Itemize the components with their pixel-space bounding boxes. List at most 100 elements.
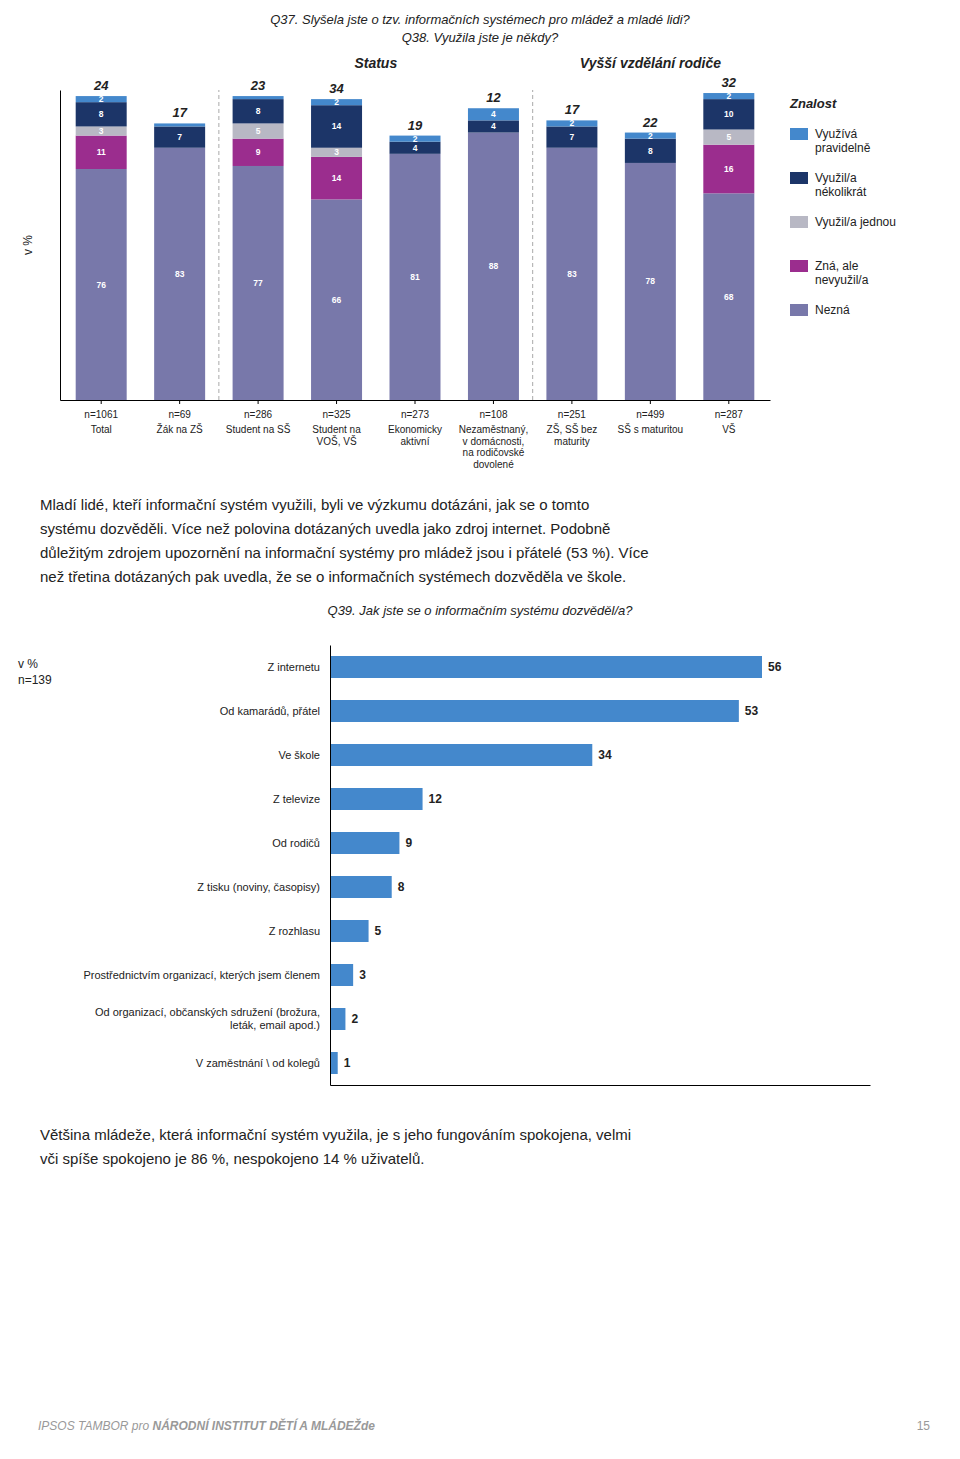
tick: SŠ s maturitou (618, 400, 684, 435)
data-label: 83 (567, 269, 577, 279)
group-separator (218, 90, 219, 400)
y-axis-line (330, 646, 331, 1086)
legend-label: Využívápravidelně (815, 127, 871, 155)
bar (330, 656, 762, 678)
sample-size: n=251 (558, 409, 587, 420)
sample-sizes: n=1061n=69n=286n=325n=273n=108n=251n=499… (84, 409, 743, 420)
bar-segment (311, 105, 362, 148)
bar-segment (703, 99, 754, 129)
text-line: maturity (554, 436, 590, 447)
unit-label: v % (18, 657, 38, 671)
tick: Od kamarádů, přátel (220, 705, 330, 717)
bar-segment (625, 163, 676, 400)
text-line: VŠ (722, 423, 736, 435)
bar-total: 12 (486, 90, 501, 105)
sample-size: n=325 (323, 409, 352, 420)
data-label: 66 (332, 295, 342, 305)
legend-label: Využil/a jednou (815, 215, 896, 229)
data-label: 8 (398, 880, 405, 894)
bar-segment (233, 166, 284, 400)
text-line: V zaměstnání \ od kolegů (196, 1057, 320, 1069)
text-line: Využívá (815, 127, 858, 141)
data-label: 3 (359, 968, 366, 982)
data-label: 4 (491, 109, 496, 119)
data-labels: 56533412985321 (344, 660, 782, 1070)
bar-total: 22 (642, 115, 658, 130)
sample-size: n=287 (715, 409, 744, 420)
legend-item: Využil/anékolikrát (790, 171, 867, 199)
x-axis (331, 1085, 871, 1086)
bar-total: 17 (565, 102, 580, 117)
data-label: 8 (256, 106, 261, 116)
tick-mark (258, 400, 259, 404)
sample-size: n=273 (401, 409, 430, 420)
bar-segment (233, 139, 284, 166)
text-line: leták, email apod.) (230, 1019, 320, 1031)
data-label: 9 (405, 836, 412, 850)
bar (330, 832, 399, 854)
data-label: 7 (570, 132, 575, 142)
tick: Od organizací, občanských sdružení (brož… (95, 1006, 330, 1031)
tick: Z televize (273, 793, 330, 805)
text-line: Ekonomicky (388, 424, 442, 435)
sample-size: n=1061 (84, 409, 118, 420)
bar (330, 744, 592, 766)
footer: IPSOS TAMBOR pro NÁRODNÍ INSTITUT DĚTÍ A… (38, 1418, 375, 1433)
text-line: Využil/a (815, 171, 857, 185)
group-header: Status (354, 55, 397, 71)
tick-label: Prostřednictvím organizací, kterých jsem… (83, 969, 320, 981)
bar-total: 19 (408, 118, 423, 133)
data-label: 16 (724, 164, 734, 174)
bar-segment (703, 145, 754, 194)
text-line: Student na SŠ (226, 423, 291, 435)
data-label: 2 (334, 97, 339, 107)
tick-mark (336, 400, 337, 404)
tick-label: ZŠ, SŠ bezmaturity (547, 423, 598, 447)
bar-segment (703, 193, 754, 400)
text-line: Z rozhlasu (269, 925, 320, 937)
text-line: nevyužil/a (815, 273, 869, 287)
tick-mark (101, 400, 102, 404)
data-label: 5 (256, 126, 261, 136)
group-separator (532, 90, 533, 400)
bar-segment (390, 154, 441, 400)
group-header: Vyšší vzdělání rodiče (580, 55, 722, 71)
bar-segment (468, 133, 519, 400)
paragraph-line: než třetina dotázaných pak uvedla, že se… (40, 568, 626, 585)
data-label: 5 (375, 924, 382, 938)
paragraph-line: důležitým zdrojem upozornění na informač… (40, 544, 649, 561)
legend-swatch (790, 172, 808, 184)
text-line: Od kamarádů, přátel (220, 705, 320, 717)
chart-subtitle: Q38. Využila jste je někdy? (402, 30, 559, 45)
text-line: Z internetu (267, 661, 320, 673)
data-label: 2 (648, 131, 653, 141)
data-label: 81 (410, 272, 420, 282)
tick-label: Ve škole (278, 749, 320, 761)
text-line: na rodičovské (463, 447, 525, 458)
y-axis-title: v % (21, 235, 35, 255)
data-label: 68 (724, 292, 734, 302)
tick-label: Z televize (273, 793, 320, 805)
text-line: Zná, ale (815, 259, 859, 273)
data-label: 77 (253, 278, 263, 288)
tick-label: Z tisku (noviny, časopisy) (197, 881, 320, 893)
paragraph-line: systému dozvěděli. Více než polovina dot… (40, 520, 610, 537)
tick: Ekonomickyaktivní (388, 400, 442, 447)
data-label: 4 (413, 143, 418, 153)
data-label: 2 (99, 94, 104, 104)
footer-part: pro (131, 1419, 153, 1433)
bar (330, 1052, 338, 1074)
tick-mark (728, 400, 729, 404)
text-line: pravidelně (815, 141, 871, 155)
tick-label: Student naVOŠ, VŠ (312, 424, 361, 447)
bar-total: 24 (93, 78, 109, 93)
x-axis: TotalŽák na ZŠStudent na SŠStudent naVOŠ… (61, 400, 771, 470)
tick: Z rozhlasu (269, 925, 330, 937)
tick-mark (179, 400, 180, 404)
chart-title: Q37. Slyšela jste o tzv. informačních sy… (270, 12, 690, 27)
tick-mark (415, 400, 416, 404)
tick-label: Z rozhlasu (269, 925, 320, 937)
bar-segment (546, 148, 597, 400)
data-label: 8 (648, 146, 653, 156)
page: Q37. Slyšela jste o tzv. informačních sy… (0, 0, 960, 1459)
